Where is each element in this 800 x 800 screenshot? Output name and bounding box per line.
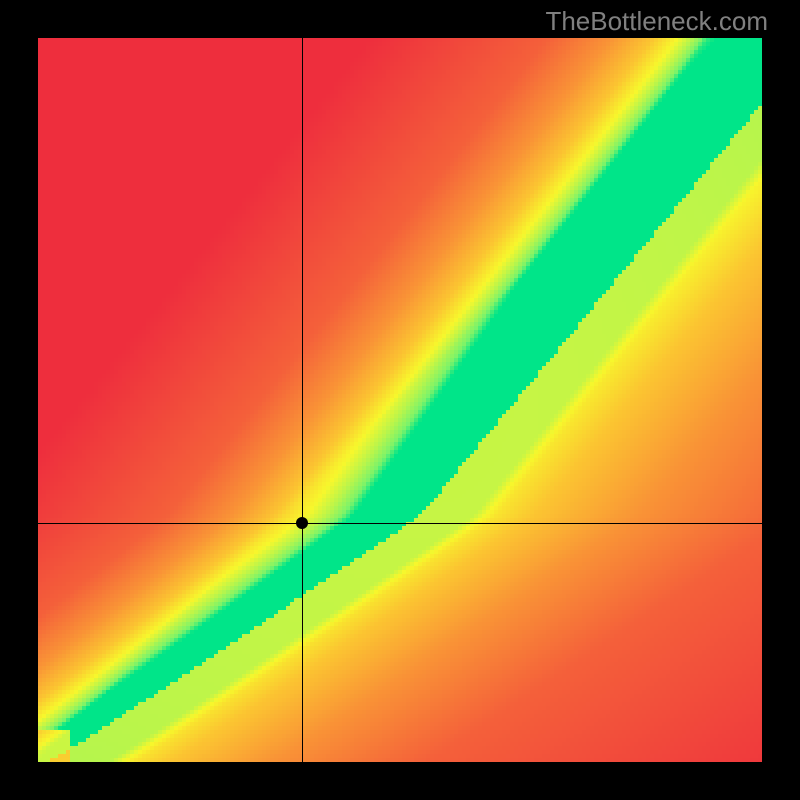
crosshair-horizontal xyxy=(38,523,762,524)
brand-label: TheBottleneck.com xyxy=(545,6,768,37)
chart-frame: TheBottleneck.com xyxy=(0,0,800,800)
bottleneck-heatmap xyxy=(38,38,762,762)
crosshair-dot xyxy=(296,517,308,529)
crosshair-vertical xyxy=(302,38,303,762)
